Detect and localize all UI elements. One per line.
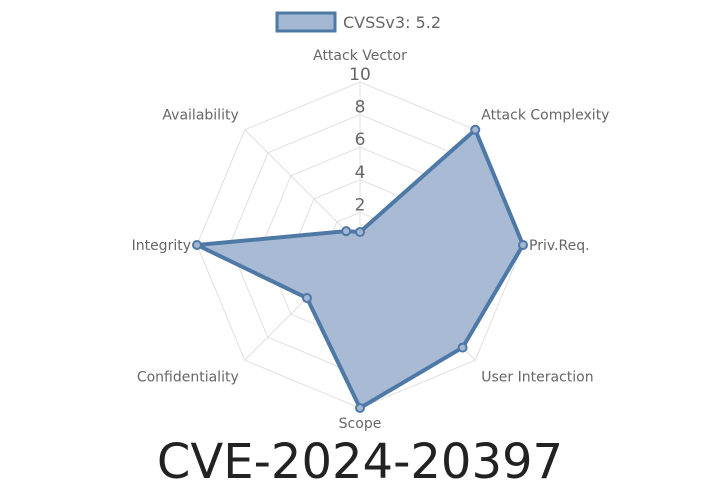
axis-label-3: User Interaction <box>481 369 593 385</box>
axis-label-7: Availability <box>162 108 238 124</box>
tick-label-4: 4 <box>355 163 366 183</box>
legend-label: CVSSv3: 5.2 <box>343 13 441 32</box>
data-point-2[interactable] <box>518 240 528 250</box>
data-point-3[interactable] <box>457 342 468 353</box>
data-point-6[interactable] <box>192 240 202 250</box>
tick-labels: 2 4 6 8 10 <box>349 65 371 215</box>
tick-label-10: 10 <box>349 65 371 85</box>
tick-label-8: 8 <box>355 98 366 118</box>
tick-label-6: 6 <box>355 130 366 150</box>
data-point-0[interactable] <box>355 226 365 237</box>
series-layer <box>192 124 528 413</box>
axis-label-0: Attack Vector <box>313 48 407 64</box>
cve-title: CVE-2024-20397 <box>156 434 564 490</box>
data-point-4[interactable] <box>355 403 365 413</box>
data-point-5[interactable] <box>301 293 312 304</box>
axis-label-2: Priv.Req. <box>529 238 590 254</box>
axis-labels: Attack Vector Attack Complexity Priv.Req. U… <box>132 48 610 432</box>
axis-label-6: Integrity <box>132 238 191 254</box>
tick-label-2: 2 <box>355 195 366 215</box>
legend-swatch <box>275 11 337 33</box>
axis-label-4: Scope <box>339 416 382 432</box>
axis-label-1: Attack Complexity <box>481 108 609 124</box>
axis-label-5: Confidentiality <box>137 369 239 385</box>
legend[interactable]: CVSSv3: 5.2 <box>275 11 441 33</box>
data-point-1[interactable] <box>470 124 481 135</box>
data-point-7[interactable] <box>341 226 352 237</box>
spoke-7 <box>244 129 361 246</box>
